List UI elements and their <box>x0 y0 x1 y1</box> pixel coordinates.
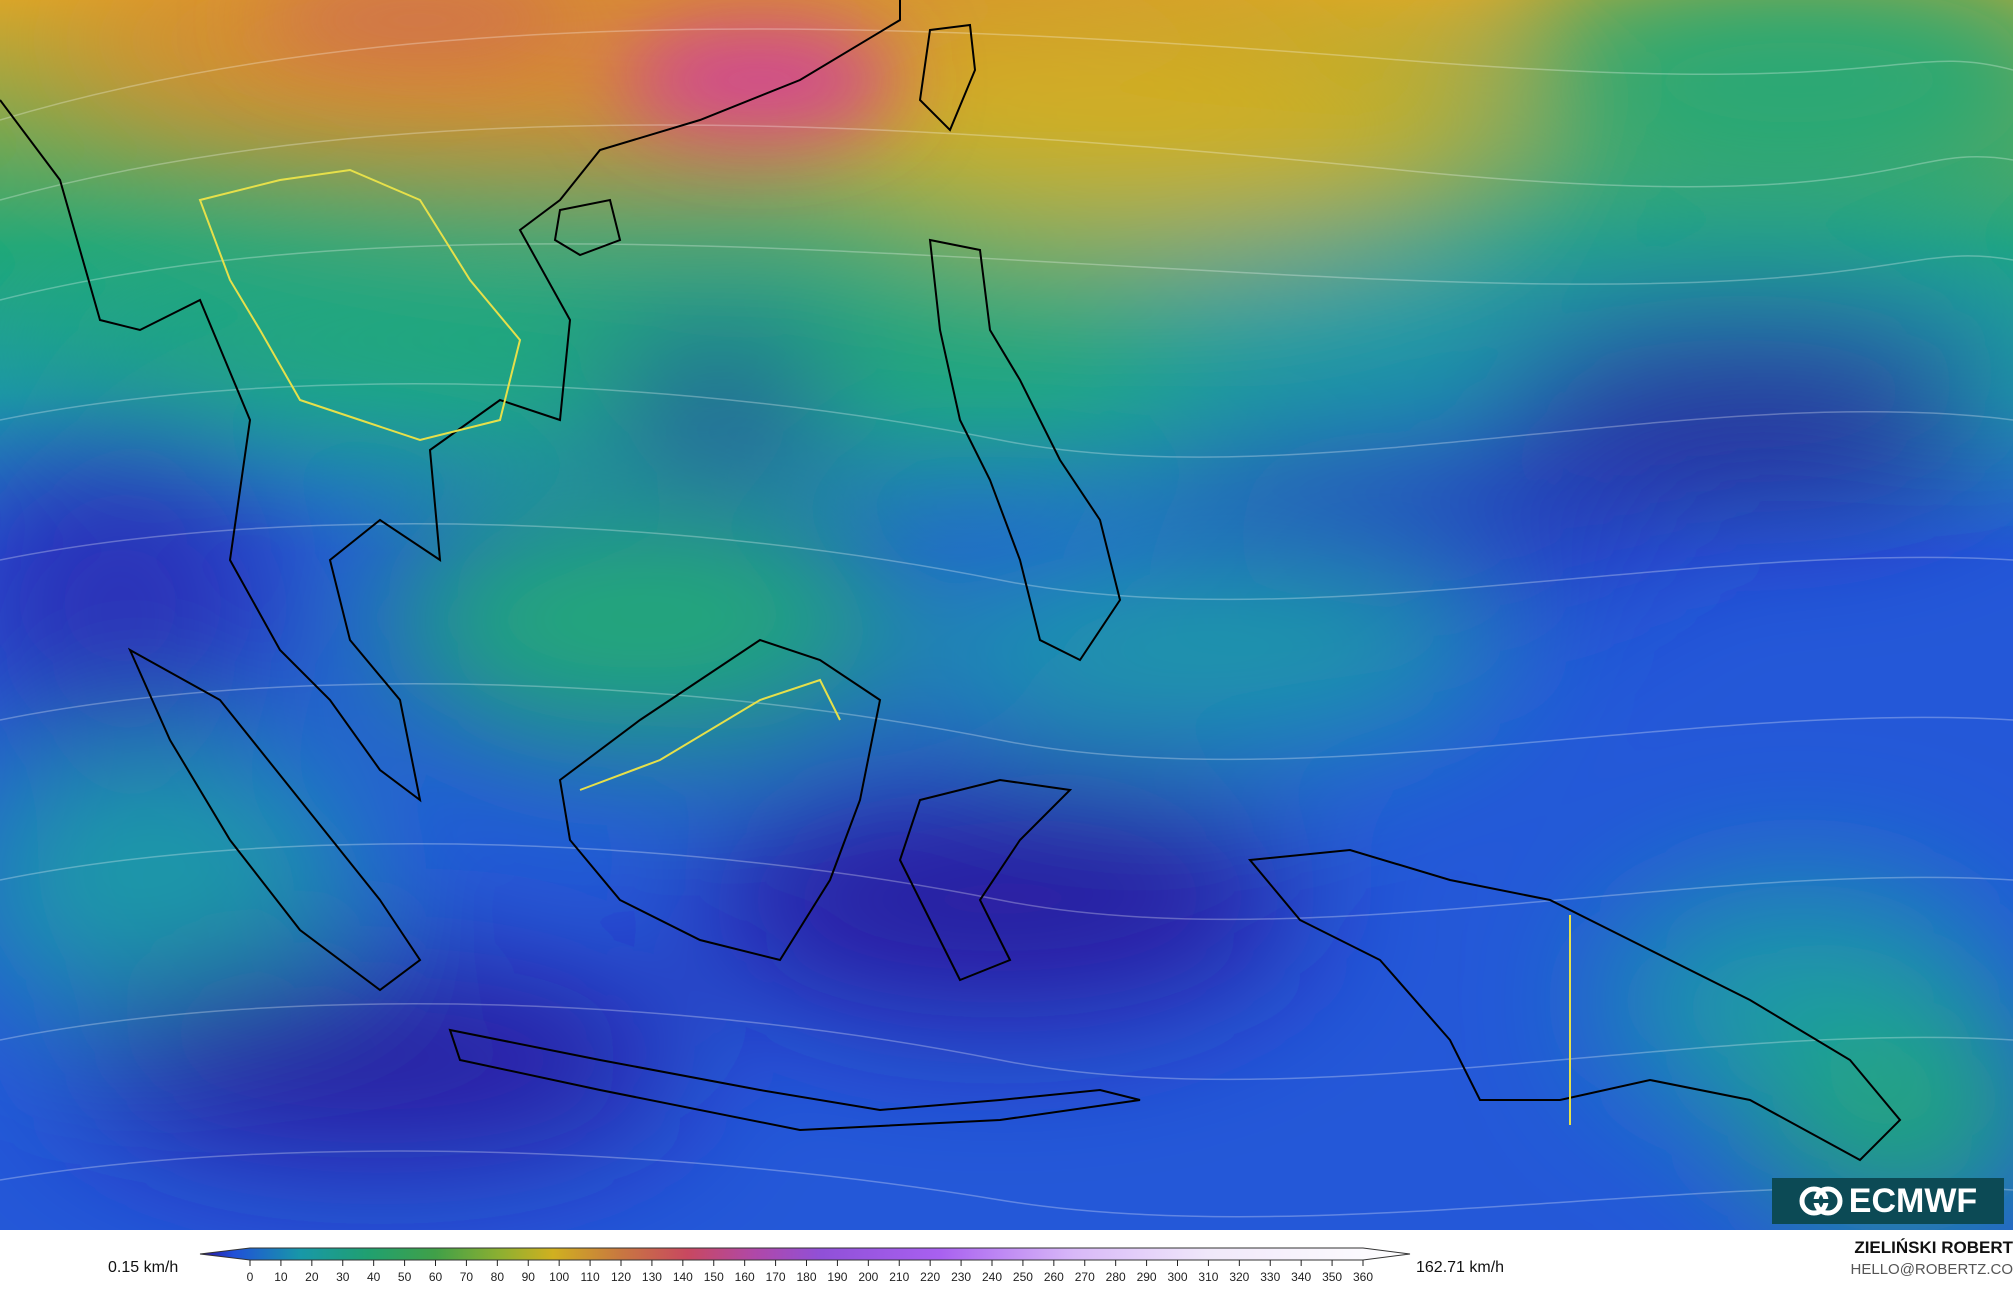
ecmwf-logo-text: ECMWF <box>1848 1181 1978 1220</box>
colorbar-tick-label: 260 <box>1044 1270 1064 1284</box>
colorbar-tick-label: 320 <box>1229 1270 1249 1284</box>
colorbar-tick-label: 210 <box>889 1270 909 1284</box>
wind-speed-map: ECMWF <box>0 0 2013 1230</box>
colorbar-tick-label: 340 <box>1291 1270 1311 1284</box>
colorbar-tick-label: 10 <box>274 1270 288 1284</box>
colorbar-tick-label: 270 <box>1075 1270 1095 1284</box>
colorbar-tick-label: 220 <box>920 1270 940 1284</box>
author-credit: ZIELIŃSKI ROBERT <box>1854 1238 2013 1257</box>
colorbar-tick-label: 190 <box>827 1270 847 1284</box>
ecmwf-logo-icon <box>1799 1186 1843 1216</box>
author-email: HELLO@ROBERTZ.CO <box>1850 1261 2013 1278</box>
colorbar-tick-label: 110 <box>581 1270 600 1284</box>
colorbar-tick-label: 280 <box>1106 1270 1126 1284</box>
colorbar-tick-label: 150 <box>704 1270 724 1284</box>
colorbar-tick-label: 100 <box>549 1270 569 1284</box>
colorbar-tick-label: 250 <box>1013 1270 1033 1284</box>
colorbar-tick-label: 120 <box>611 1270 631 1284</box>
colorbar-tick-label: 230 <box>951 1270 971 1284</box>
wind-field <box>0 0 2013 1230</box>
colorbar-tick-label: 350 <box>1322 1270 1342 1284</box>
colorbar-tick-label: 50 <box>398 1270 412 1284</box>
colorbar-tick-label: 160 <box>735 1270 755 1284</box>
colorbar-tick-label: 290 <box>1137 1270 1157 1284</box>
colorbar-fill <box>199 1247 1411 1261</box>
colorbar-tick-label: 80 <box>491 1270 505 1284</box>
colorbar-tick-label: 140 <box>673 1270 693 1284</box>
legend-min-label: 0.15 km/h <box>108 1259 179 1276</box>
colorbar-tick-label: 360 <box>1353 1270 1373 1284</box>
ecmwf-logo: ECMWF <box>1772 1178 2004 1224</box>
colorbar-tick-label: 330 <box>1260 1270 1280 1284</box>
colorbar-tick-label: 130 <box>642 1270 662 1284</box>
colorbar-tick-label: 200 <box>858 1270 878 1284</box>
colorbar-tick-label: 0 <box>247 1270 254 1284</box>
colorbar-tick-label: 90 <box>522 1270 536 1284</box>
colorbar-tick-label: 300 <box>1167 1270 1187 1284</box>
colorbar: 0 10 20 30 40 50 60 70 80 90 100 110 120 130 140 150 160… <box>199 1247 1411 1284</box>
borders <box>198 168 1571 1125</box>
colorbar-tick-label: 60 <box>429 1270 443 1284</box>
colorbar-tick-label: 30 <box>336 1270 350 1284</box>
legend-max-label: 162.71 km/h <box>1416 1259 1505 1276</box>
colorbar-tick-label: 310 <box>1198 1270 1218 1284</box>
colorbar-tick-label: 40 <box>367 1270 381 1284</box>
colorbar-tick-label: 170 <box>766 1270 786 1284</box>
colorbar-tick-label: 70 <box>460 1270 474 1284</box>
color-legend: 0.15 km/h 0 10 20 30 40 50 60 70 80 90 100 110 120 13… <box>0 1232 2013 1287</box>
colorbar-tick-label: 180 <box>796 1270 816 1284</box>
colorbar-tick-label: 240 <box>982 1270 1002 1284</box>
streamlines <box>0 28 2013 1218</box>
coastlines <box>0 0 1902 1162</box>
colorbar-tick-label: 20 <box>305 1270 319 1284</box>
